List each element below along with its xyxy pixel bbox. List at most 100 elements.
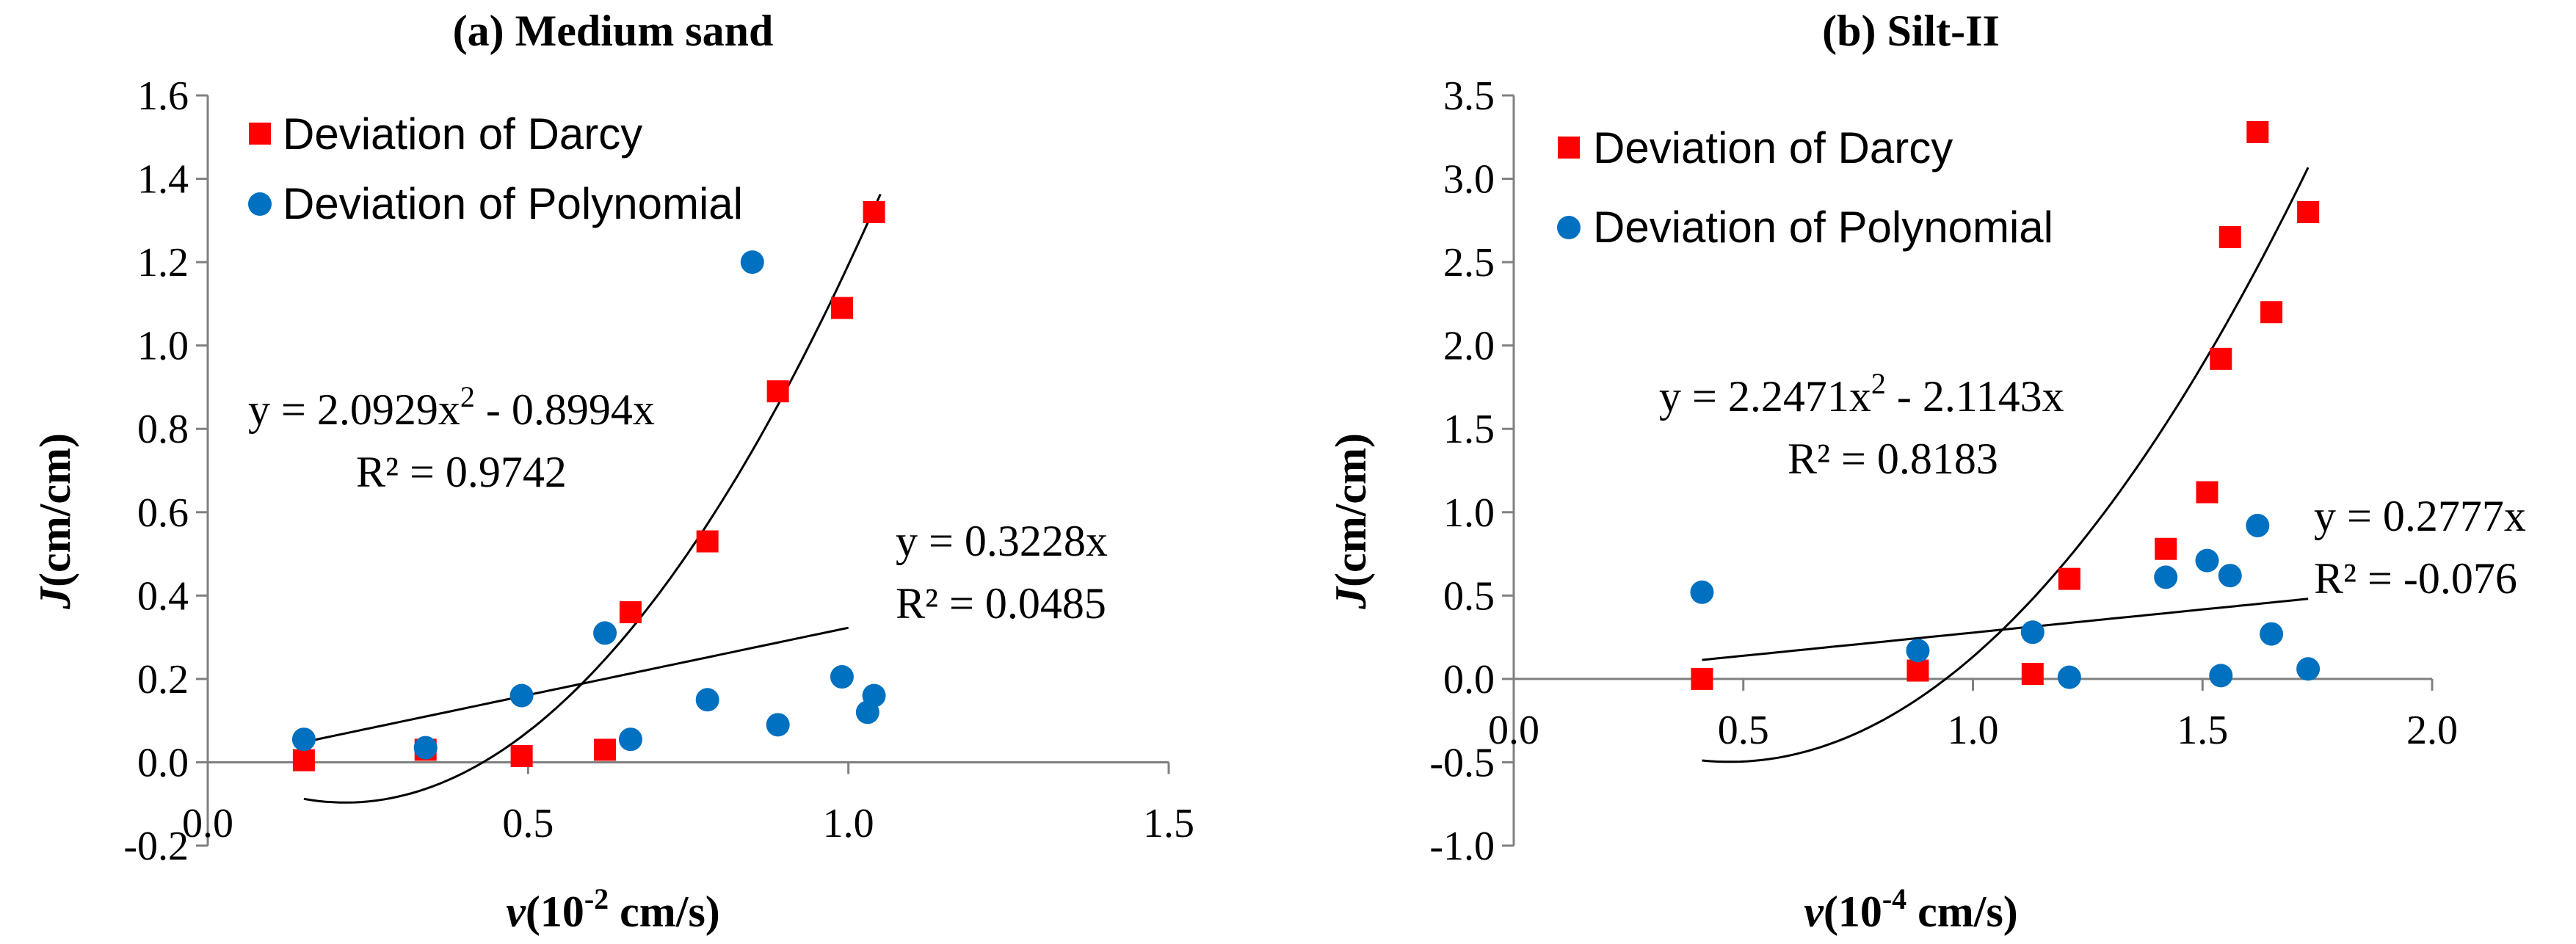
y-tick-label: 1.4	[137, 157, 189, 203]
y-tick-label: 0.2	[137, 657, 189, 702]
polynomial-point	[2057, 665, 2081, 689]
legend-marker-polynomial	[248, 192, 272, 216]
y-tick-label: -0.2	[123, 824, 189, 869]
polynomial-point	[2209, 664, 2233, 688]
darcy-point	[510, 744, 533, 767]
trendlines	[303, 193, 882, 804]
y-ticks: -0.2 0.0 0.2 0.4 0.6 0.8 1.0 1.2 1.4 1.6	[123, 73, 208, 869]
y-axis-label: J(cm/cm)	[1327, 433, 1375, 610]
legend-label-darcy: Deviation of Darcy	[283, 109, 642, 159]
quadratic-trendline	[1702, 167, 2310, 763]
y-tick-label: -1.0	[1429, 824, 1495, 869]
darcy-point	[2297, 200, 2320, 223]
y-tick-label: 0.8	[137, 407, 189, 452]
x-axis-label-main: v	[1804, 887, 1824, 936]
polynomial-point	[2260, 622, 2284, 646]
polynomial-point	[618, 727, 642, 752]
x-axis-label-unit-pre: (10	[526, 887, 584, 936]
y-tick-label: 0.4	[137, 573, 189, 619]
y-tick-label: 1.0	[1443, 490, 1495, 536]
linear-trendline	[303, 626, 849, 744]
legend-label-darcy: Deviation of Darcy	[1593, 123, 1953, 173]
legend-marker-polynomial	[1557, 216, 1581, 239]
chart-title: (b) Silt-II	[1822, 7, 2000, 55]
y-tick-label: 3.5	[1443, 73, 1495, 119]
y-tick-label: -0.5	[1429, 740, 1495, 785]
darcy-point	[2058, 567, 2080, 590]
polynomial-point	[1690, 580, 1714, 604]
polynomial-point	[2296, 657, 2321, 681]
darcy-point	[619, 601, 642, 624]
y-tick-label: 1.6	[137, 73, 189, 119]
polynomial-point	[2020, 620, 2045, 645]
x-axis-label: v(10-2 cm/s)	[506, 882, 720, 936]
x-axis-label-unit-post: cm/s)	[609, 887, 720, 936]
darcy-point	[2218, 226, 2241, 249]
quadratic-fit-exponent: 2	[460, 380, 475, 413]
chart-title: (a) Medium sand	[453, 7, 774, 55]
data-marks	[291, 200, 886, 771]
quadratic-fit-equation-tail: - 2.1143x	[1886, 372, 2064, 421]
darcy-point	[292, 749, 315, 771]
y-axis-label-unit: (cm/cm)	[31, 433, 79, 587]
x-axis-label: v(10-4 cm/s)	[1804, 882, 2018, 936]
darcy-point	[2021, 663, 2044, 686]
linear-fit-equation: y = 0.3228x	[896, 517, 1108, 565]
legend-label-polynomial: Deviation of Polynomial	[1593, 203, 2053, 252]
polynomial-point	[695, 688, 719, 712]
y-tick-label: 0.5	[1443, 573, 1495, 619]
x-axis-label-unit-post: cm/s)	[1906, 887, 2018, 936]
x-ticks: 0.0 0.5 1.0 1.5	[182, 762, 1194, 846]
quadratic-fit-r2: R² = 0.8183	[1788, 435, 1998, 483]
polynomial-point	[2154, 565, 2178, 589]
darcy-point	[2155, 537, 2177, 560]
polynomial-point	[2246, 513, 2270, 537]
darcy-point	[2196, 481, 2218, 504]
quadratic-fit-equation-tail: - 0.8994x	[475, 385, 655, 434]
y-tick-label: 3.0	[1443, 157, 1495, 203]
darcy-point	[766, 380, 789, 403]
y-axis-label-main: J	[1327, 586, 1375, 610]
polynomial-point	[766, 713, 790, 737]
legend-marker-darcy	[249, 123, 271, 145]
linear-fit-r2: R² = 0.0485	[896, 579, 1106, 628]
y-axis-label: J(cm/cm)	[31, 433, 79, 610]
quadratic-fit-equation: y = 2.2471x2 - 2.1143x	[1659, 367, 2064, 421]
darcy-point	[2260, 301, 2283, 324]
legend-label-polynomial: Deviation of Polynomial	[283, 179, 743, 228]
x-tick-label: 1.5	[1143, 801, 1194, 846]
x-tick-label: 2.0	[2406, 708, 2458, 753]
darcy-point	[2246, 120, 2269, 143]
x-axis-label-main: v	[506, 887, 526, 936]
x-axis-label-exponent: -4	[1882, 882, 1906, 915]
y-tick-label: 0.0	[137, 740, 189, 785]
legend: Deviation of Darcy Deviation of Polynomi…	[1557, 123, 2053, 252]
x-tick-label: 0.5	[502, 801, 554, 846]
quadratic-fit-r2: R² = 0.9742	[356, 448, 567, 496]
darcy-point	[2210, 347, 2232, 370]
polynomial-point	[291, 727, 316, 752]
chart-panel-b: (b) Silt-II J(cm/cm) v(10-4 cm/s) -1.0 -0…	[1327, 7, 2526, 936]
y-tick-label: 1.0	[137, 324, 189, 369]
polynomial-point	[740, 250, 764, 275]
linear-fit-r2: R² = -0.076	[2314, 554, 2517, 603]
polynomial-point	[2195, 548, 2219, 573]
polynomial-point	[1906, 639, 1930, 663]
legend: Deviation of Darcy Deviation of Polynomi…	[248, 109, 743, 228]
polynomial-point	[2218, 564, 2242, 588]
x-tick-label: 1.0	[1948, 708, 1999, 753]
y-ticks: -1.0 -0.5 0.0 0.5 1.0 1.5 2.0 2.5 3.0 3.5	[1429, 73, 1514, 869]
quadratic-trendline	[303, 193, 882, 804]
x-axis-label-exponent: -2	[584, 882, 609, 915]
x-axis-label-unit-pre: (10	[1824, 887, 1882, 936]
darcy-point	[696, 530, 719, 553]
axes	[206, 95, 1169, 846]
chart-panel-a: (a) Medium sand J(cm/cm) v(10-2 cm/s) -0…	[31, 7, 1194, 936]
darcy-point	[1906, 659, 1929, 682]
quadratic-fit-equation-main: y = 2.0929x	[248, 385, 460, 434]
y-tick-label: 2.5	[1443, 240, 1495, 286]
y-tick-label: 0.0	[1443, 657, 1495, 702]
legend-marker-darcy	[1558, 137, 1580, 159]
linear-fit-equation: y = 0.2777x	[2314, 492, 2526, 540]
polynomial-point	[509, 683, 534, 708]
